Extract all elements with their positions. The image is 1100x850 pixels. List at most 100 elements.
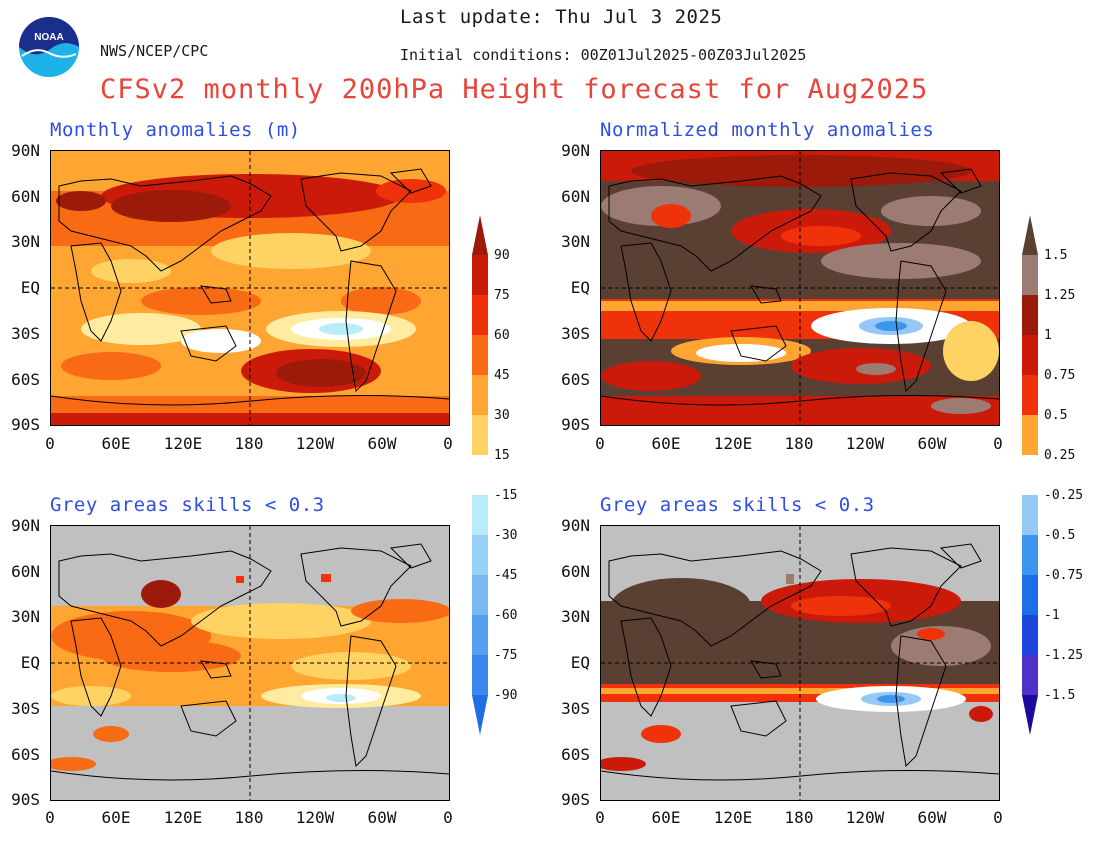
lat-label: 60N	[11, 187, 40, 206]
panel-title-anomalies: Monthly anomalies (m)	[50, 119, 301, 141]
colorbar-swatch	[472, 615, 488, 655]
colorbar-label: -0.5	[1044, 528, 1076, 543]
colorbar-swatch	[1022, 655, 1038, 695]
colorbar-swatch	[472, 295, 488, 335]
lat-label: 90S	[561, 790, 590, 809]
colorbar-swatch	[1022, 535, 1038, 575]
colorbar-anomalies	[470, 215, 490, 735]
colorbar-label: 0.25	[1044, 448, 1076, 463]
lat-label: 30N	[11, 607, 40, 626]
lat-label: 90N	[11, 516, 40, 535]
lon-label: 60W	[367, 808, 397, 827]
colorbar-label: 0.75	[1044, 368, 1076, 383]
colorbar-swatch	[1022, 215, 1038, 255]
lat-label: 30N	[11, 232, 40, 251]
colorbar-label: -60	[494, 608, 518, 623]
colorbar-swatch	[1022, 455, 1038, 495]
map-normalized-skill	[600, 525, 1000, 801]
lat-label: EQ	[570, 278, 590, 297]
colorbar-swatch	[472, 655, 488, 695]
colorbar-label: 75	[494, 288, 510, 303]
colorbar-label: -1	[1044, 608, 1060, 623]
lon-label: 180	[234, 434, 264, 453]
lon-label: 120W	[295, 434, 335, 453]
colorbar-label: 1.25	[1044, 288, 1076, 303]
main-title: CFSv2 monthly 200hPa Height forecast for…	[100, 74, 929, 105]
lat-label: 60N	[11, 562, 40, 581]
lon-label: 180	[784, 808, 814, 827]
colorbar-label: -15	[494, 488, 518, 503]
lat-label: 90N	[11, 141, 40, 160]
colorbar-swatch	[1022, 255, 1038, 295]
lon-label: 0	[45, 808, 55, 827]
colorbar-label: -30	[494, 528, 518, 543]
lon-label: 120W	[295, 808, 335, 827]
colorbar-label: -75	[494, 648, 518, 663]
lat-label: 30S	[561, 699, 590, 718]
svg-text:NOAA: NOAA	[34, 32, 63, 43]
lat-label: 60S	[561, 370, 590, 389]
lat-label: 60S	[561, 745, 590, 764]
colorbar-label: 1	[1044, 328, 1052, 343]
lon-label: 60E	[651, 434, 681, 453]
colorbar-label: -1.25	[1044, 648, 1084, 663]
lat-label: 30S	[11, 699, 40, 718]
lon-label: 120E	[163, 434, 203, 453]
lat-label: 30N	[561, 232, 590, 251]
panel-title-normalized: Normalized monthly anomalies	[600, 119, 935, 141]
lon-label: 120W	[845, 808, 885, 827]
panel-title-skill-right: Grey areas skills < 0.3	[600, 494, 875, 516]
lon-label: 60W	[917, 434, 947, 453]
colorbar-label: 45	[494, 368, 510, 383]
lon-label: 0	[443, 434, 453, 453]
lon-label: 120E	[163, 808, 203, 827]
colorbar-normalized	[1020, 215, 1040, 735]
lon-label: 0	[595, 808, 605, 827]
colorbar-swatch	[1022, 575, 1038, 615]
colorbar-swatch	[1022, 495, 1038, 535]
initial-conditions-text: Initial conditions: 00Z01Jul2025-00Z03Ju…	[400, 46, 807, 64]
lon-label: 60E	[651, 808, 681, 827]
lon-label: 60E	[101, 434, 131, 453]
lon-label: 0	[595, 434, 605, 453]
colorbar-swatch	[1022, 375, 1038, 415]
lat-label: 90N	[561, 141, 590, 160]
colorbar-label: -45	[494, 568, 518, 583]
lon-label: 120W	[845, 434, 885, 453]
colorbar-swatch	[472, 535, 488, 575]
noaa-logo: NOAA	[18, 16, 80, 78]
lat-label: 60N	[561, 187, 590, 206]
agency-label: NWS/NCEP/CPC	[100, 42, 209, 60]
lat-label: 90S	[561, 415, 590, 434]
colorbar-swatch	[1022, 415, 1038, 455]
lat-label: EQ	[570, 653, 590, 672]
lat-label: 30S	[561, 324, 590, 343]
lat-label: 30N	[561, 607, 590, 626]
lon-label: 60E	[101, 808, 131, 827]
map-anomalies-skill	[50, 525, 450, 801]
lon-label: 0	[993, 434, 1003, 453]
colorbar-swatch	[472, 415, 488, 455]
colorbar-label: -1.5	[1044, 688, 1076, 703]
colorbar-swatch	[472, 575, 488, 615]
lat-label: 90N	[561, 516, 590, 535]
colorbar-swatch	[1022, 695, 1038, 735]
lat-label: 90S	[11, 415, 40, 434]
colorbar-label: 60	[494, 328, 510, 343]
map-anomalies	[50, 150, 450, 426]
colorbar-swatch	[472, 695, 488, 735]
lon-label: 180	[784, 434, 814, 453]
colorbar-label: 15	[494, 448, 510, 463]
colorbar-label: -0.25	[1044, 488, 1084, 503]
colorbar-label: 0.5	[1044, 408, 1068, 423]
lon-label: 120E	[713, 434, 753, 453]
lon-label: 60W	[367, 434, 397, 453]
colorbar-swatch	[472, 215, 488, 255]
colorbar-label: -90	[494, 688, 518, 703]
lon-label: 0	[993, 808, 1003, 827]
colorbar-swatch	[1022, 615, 1038, 655]
lat-label: 60S	[11, 370, 40, 389]
colorbar-label: -0.75	[1044, 568, 1084, 583]
colorbar-label: 1.5	[1044, 248, 1068, 263]
colorbar-swatch	[1022, 295, 1038, 335]
